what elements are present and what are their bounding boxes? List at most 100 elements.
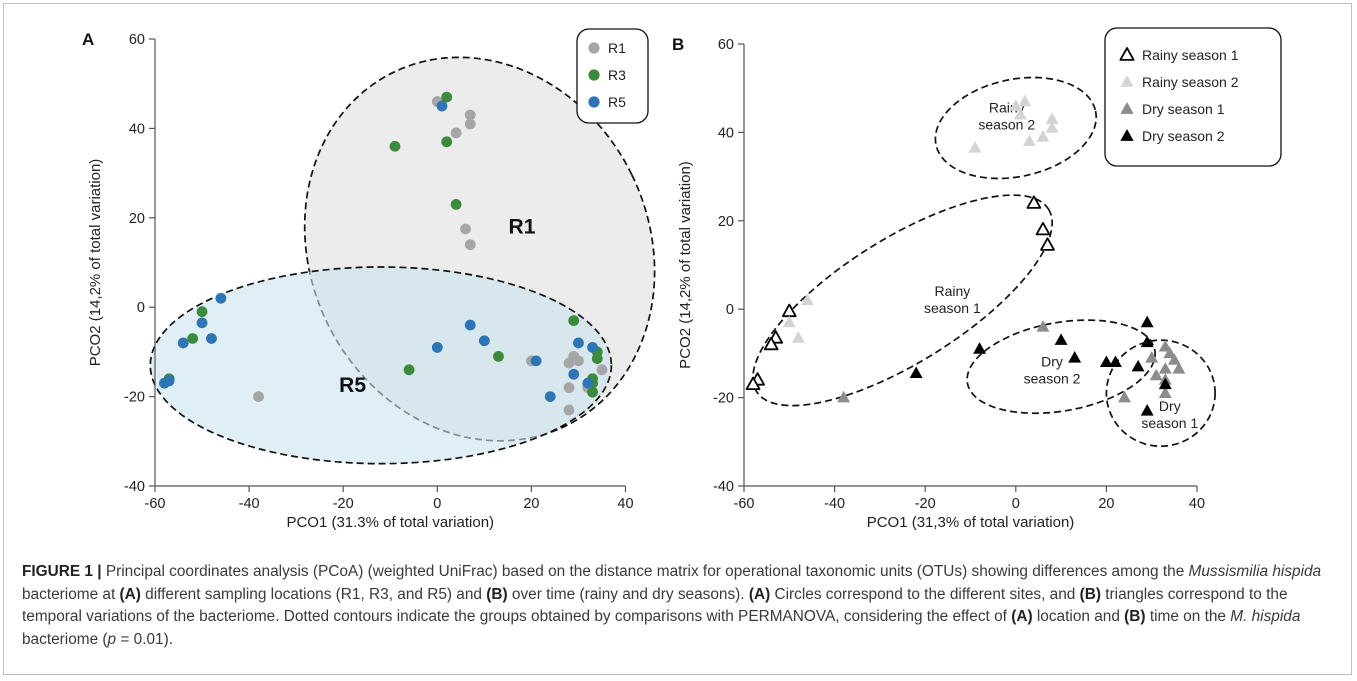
caption-ref-b2: (B) [1079, 585, 1101, 603]
figure-caption: FIGURE 1 | Principal coordinates analysi… [22, 561, 1338, 651]
data-point [478, 335, 490, 347]
group-ellipse-2 [752, 194, 1054, 407]
data-point [909, 366, 923, 379]
data-point [1036, 320, 1050, 332]
y-tick-label: 60 [129, 32, 145, 48]
x-tick-label: -40 [239, 496, 260, 512]
group-label-line: Dry [1159, 398, 1181, 414]
x-axis-title: PCO1 (31,3% of total variation) [867, 514, 1075, 531]
data-point [1040, 237, 1055, 251]
legend-label: R3 [608, 67, 626, 83]
data-point [177, 337, 189, 349]
data-point [1158, 362, 1172, 374]
data-points [159, 91, 608, 416]
data-point [1131, 359, 1145, 372]
x-tick-label: -20 [915, 496, 936, 512]
data-point [968, 141, 982, 153]
data-point [745, 376, 761, 391]
group-ellipse-2 [149, 266, 613, 465]
caption-text-7: location and [1032, 608, 1125, 625]
caption-text-2: bacteriome at [22, 585, 120, 603]
data-point [1036, 130, 1050, 142]
caption-text-4: over time (rainy and dry seasons). [507, 585, 749, 603]
group-ellipse-1 [934, 76, 1098, 180]
data-point [436, 100, 448, 112]
group-ellipse-4 [1105, 339, 1216, 448]
x-tick-label: -40 [824, 496, 845, 512]
group-label-line: season 2 [978, 117, 1035, 133]
group-label-line: season 1 [1141, 415, 1198, 431]
series-1 [745, 195, 1055, 391]
data-point [215, 292, 227, 304]
data-point [464, 319, 476, 331]
y-tick-label: -20 [124, 390, 145, 406]
figure-frame [3, 3, 1352, 675]
data-point [1118, 390, 1131, 403]
y-tick-label: 0 [137, 300, 145, 316]
data-point [1172, 362, 1186, 374]
data-point [403, 364, 415, 376]
y-tick-label: -40 [713, 479, 734, 495]
group-label-3: Dry season 2 [1024, 354, 1081, 387]
data-point [1018, 94, 1032, 107]
y-tick-label: 0 [726, 302, 734, 318]
data-point [450, 127, 462, 139]
y-tick-label: 40 [718, 125, 734, 141]
data-point [464, 109, 476, 121]
legend-marker [588, 69, 600, 81]
series-4 [909, 315, 1172, 416]
data-point [1068, 351, 1082, 363]
data-point [460, 223, 471, 235]
data-point [1099, 355, 1113, 367]
data-point [1145, 351, 1159, 363]
data-point [563, 404, 575, 416]
data-point [493, 350, 504, 362]
legend-label: R5 [608, 94, 626, 110]
caption-text-8: time on the [1145, 608, 1231, 625]
legend: Rainy season 1 Rainy season 2 Dry season 1… [1104, 27, 1282, 167]
panel-label: A [82, 30, 94, 49]
caption-text-5: Circles correspond to the different site… [770, 585, 1080, 603]
data-point [1149, 368, 1163, 381]
data-point [441, 91, 453, 103]
data-point [782, 315, 796, 328]
data-point [530, 355, 542, 367]
y-tick-label: -40 [124, 479, 145, 495]
data-point [544, 391, 556, 402]
x-tick-label: 40 [1189, 496, 1205, 512]
y-axis-title: PCO2 (14,2% of total variation) [87, 159, 104, 367]
group-label-line: Rainy [934, 283, 970, 299]
caption-ref-a2: (A) [748, 585, 771, 603]
data-point [1035, 221, 1051, 236]
data-point [1045, 112, 1059, 124]
y-tick-label: 20 [718, 214, 734, 230]
data-point [1026, 195, 1042, 209]
legend-marker [588, 42, 600, 54]
data-point [253, 391, 264, 402]
group-label-r1: R1 [509, 215, 536, 238]
y-tick-label: 20 [129, 211, 145, 227]
data-point [573, 355, 584, 367]
group-label-line: season 2 [1024, 371, 1081, 387]
data-point [431, 342, 443, 353]
data-point [973, 342, 987, 354]
data-point [206, 333, 217, 344]
caption-ref-a3: (A) [1011, 608, 1033, 625]
x-tick-label: 0 [1012, 496, 1020, 512]
data-point [1022, 134, 1036, 146]
data-point [1054, 333, 1068, 345]
data-point [1158, 377, 1172, 390]
group-label-4: Dry season 1 [1141, 398, 1198, 431]
group-ellipse-3 [966, 319, 1156, 415]
series-2 [782, 94, 1059, 343]
data-point [1140, 315, 1154, 328]
data-point [464, 239, 476, 251]
caption-p-symbol: p [107, 630, 117, 648]
caption-text-1: Principal coordinates analysis (PCoA) (w… [101, 563, 1189, 580]
legend-marker [1119, 47, 1135, 61]
legend-marker [1120, 102, 1134, 114]
data-point [159, 377, 170, 389]
panel-label: B [672, 35, 684, 54]
